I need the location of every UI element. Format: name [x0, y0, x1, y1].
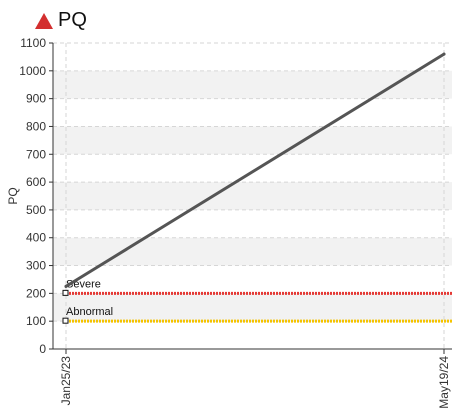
y-tick-label: 500	[26, 203, 46, 217]
y-tick-label: 400	[26, 231, 46, 245]
reference-label-abnormal: Abnormal	[66, 306, 113, 318]
data-point	[442, 52, 446, 56]
grid-band	[53, 182, 452, 210]
series-line	[64, 52, 446, 288]
y-tick-label: 100	[26, 314, 46, 328]
reference-marker	[62, 289, 69, 296]
chart-header: PQ	[34, 9, 87, 32]
warning-triangle-icon	[35, 12, 53, 29]
y-tick-label: 1000	[19, 64, 46, 78]
y-tick-label: 700	[26, 147, 46, 161]
y-tick-label: 800	[26, 119, 46, 133]
grid-band	[53, 293, 452, 322]
x-tick-label: May19/24	[437, 356, 451, 409]
grid-band	[53, 70, 452, 99]
y-axis-label: PQ	[6, 187, 20, 204]
y-tick-label: 600	[26, 175, 46, 189]
data-point	[64, 284, 68, 288]
chart-title: PQ	[58, 9, 87, 31]
reference-marker	[62, 317, 69, 324]
grid-band	[53, 237, 452, 266]
grid-band	[53, 126, 452, 155]
y-tick-label: 0	[39, 342, 46, 356]
y-tick-label: 900	[26, 92, 46, 106]
y-tick-label: 200	[26, 286, 46, 300]
y-tick-label: 300	[26, 259, 46, 273]
x-tick-label: Jan25/23	[59, 356, 73, 406]
y-tick-label: 1100	[20, 36, 46, 50]
